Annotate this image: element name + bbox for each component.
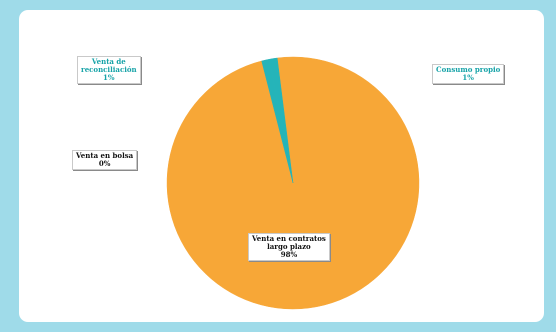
label-contratos-pct: 98% (280, 250, 298, 259)
label-venta-contratos: Venta en contratos largo plazo 98% (248, 233, 330, 261)
label-bolsa-line1: Venta en bolsa (76, 151, 134, 160)
label-venta-bolsa: Venta en bolsa 0% (72, 150, 138, 170)
label-bolsa-pct: 0% (98, 159, 111, 168)
pie-slice-0 (166, 56, 420, 310)
pie-slice-3 (269, 57, 294, 184)
label-reconciliacion-pct: 1% (103, 73, 115, 82)
label-consumo-line1: Consumo propio (436, 65, 501, 74)
label-consumo-pct: 1% (462, 73, 474, 82)
label-contratos-line2: largo plazo (267, 242, 311, 251)
label-consumo-propio: Consumo propio 1% (432, 64, 505, 84)
label-reconciliacion: Venta de reconciliación 1% (77, 56, 141, 84)
label-contratos-line1: Venta en contratos (252, 234, 326, 243)
label-reconciliacion-line2: reconciliación (81, 65, 137, 74)
label-reconciliacion-line1: Venta de (91, 57, 126, 66)
